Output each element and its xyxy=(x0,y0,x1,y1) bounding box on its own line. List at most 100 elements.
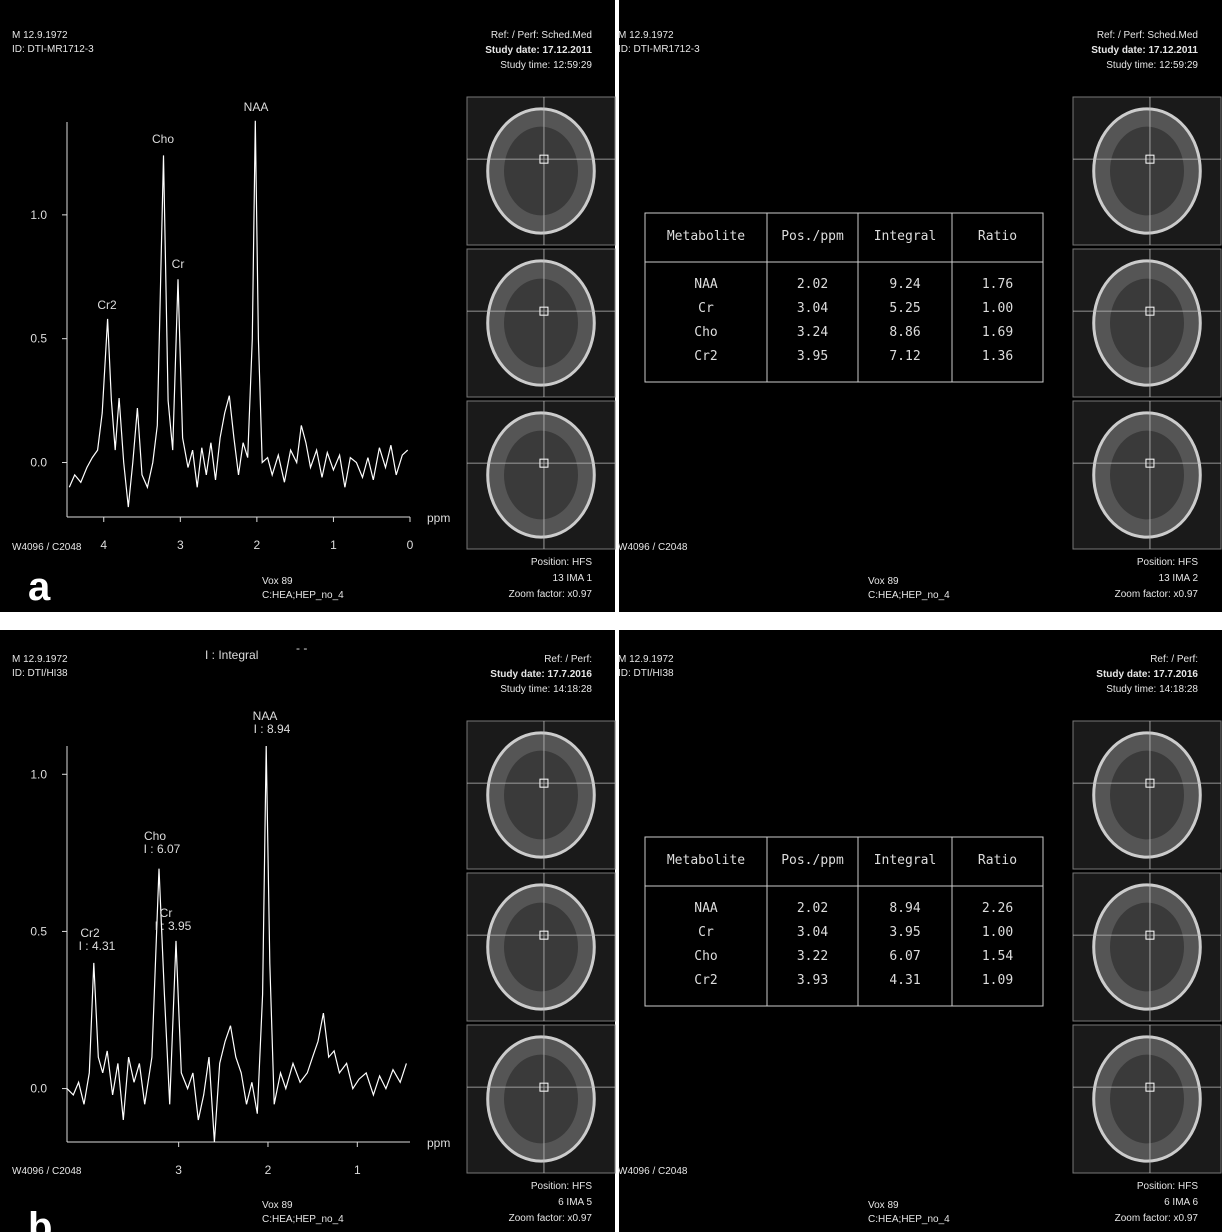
voxel-info: Vox 89 xyxy=(868,576,899,587)
table-cell: 4.31 xyxy=(889,973,920,988)
legend-note: I : Integral xyxy=(205,648,258,662)
table-cell: 5.25 xyxy=(889,301,920,316)
peak-label: Cr xyxy=(172,257,185,271)
table-cell: 3.04 xyxy=(797,301,828,316)
study-info: Study date: 17.12.2011 xyxy=(1091,45,1198,56)
x-tick-label: 2 xyxy=(265,1163,272,1177)
peak-label: Cr xyxy=(160,906,173,920)
table-cell: 6.07 xyxy=(889,949,920,964)
table-cell: 1.36 xyxy=(982,349,1013,364)
patient-info: M 12.9.1972 xyxy=(618,654,674,665)
screenshot: M 12.9.1972 ID: DTI-MR1712-3 Ref: / Perf: … xyxy=(0,0,1222,1232)
voxel-info: C:HEA;HEP_no_4 xyxy=(868,590,950,601)
peak-label: Cr2 xyxy=(97,298,117,312)
position-info: 13 IMA 1 xyxy=(553,573,593,584)
patient-info: M 12.9.1972 xyxy=(618,30,674,41)
voxel-info: Vox 89 xyxy=(868,1200,899,1211)
table-cell: 1.00 xyxy=(982,925,1013,940)
table-cell: 1.76 xyxy=(982,277,1013,292)
position-info: Zoom factor: x0.97 xyxy=(509,1213,593,1224)
mri-brain-inner xyxy=(1110,279,1184,368)
peak-label: Cho xyxy=(144,829,166,843)
voxel-info: C:HEA;HEP_no_4 xyxy=(262,1214,344,1225)
position-info: Position: HFS xyxy=(1137,1181,1198,1192)
mri-brain-inner xyxy=(504,279,578,368)
table-cell: 3.95 xyxy=(889,925,920,940)
peak-label: I : 3.95 xyxy=(155,919,192,933)
position-info: Position: HFS xyxy=(531,557,592,568)
y-tick-label: 1.0 xyxy=(30,208,47,222)
x-tick-label: 3 xyxy=(175,1163,182,1177)
y-tick-label: 0.5 xyxy=(30,924,47,938)
table-cell: NAA xyxy=(694,277,718,292)
study-info: Study time: 12:59:29 xyxy=(1106,60,1198,71)
table-cell: 3.24 xyxy=(797,325,828,340)
position-info: Zoom factor: x0.97 xyxy=(509,589,593,600)
peak-label: Cr2 xyxy=(80,926,100,940)
y-tick-label: 0.5 xyxy=(30,332,47,346)
voxel-info: Vox 89 xyxy=(262,576,293,587)
study-info: Study time: 12:59:29 xyxy=(500,60,592,71)
table-cell: NAA xyxy=(694,901,718,916)
x-axis-label: ppm xyxy=(427,1136,450,1150)
table-cell: 8.94 xyxy=(889,901,920,916)
peak-label: I : 8.94 xyxy=(254,722,291,736)
table-cell: 2.02 xyxy=(797,901,828,916)
table-header: Metabolite xyxy=(667,229,745,244)
mri-brain-inner xyxy=(504,751,578,840)
x-tick-label: 4 xyxy=(100,538,107,552)
table-cell: 3.04 xyxy=(797,925,828,940)
x-tick-label: 1 xyxy=(330,538,337,552)
x-tick-label: 0 xyxy=(407,538,414,552)
x-tick-label: 2 xyxy=(254,538,261,552)
peak-label: I : 6.07 xyxy=(144,842,181,856)
voxel-info: C:HEA;HEP_no_4 xyxy=(868,1214,950,1225)
table-cell: 3.95 xyxy=(797,349,828,364)
mri-brain-inner xyxy=(504,1055,578,1144)
patient-info: ID: DTI-MR1712-3 xyxy=(12,44,94,55)
table-header: Integral xyxy=(874,853,937,868)
patient-info: ID: DTI/HI38 xyxy=(618,668,674,679)
mri-brain-inner xyxy=(504,127,578,216)
mri-brain-inner xyxy=(1110,903,1184,992)
x-tick-label: 1 xyxy=(354,1163,361,1177)
mri-brain-inner xyxy=(504,431,578,520)
study-info: Study time: 14:18:28 xyxy=(1106,684,1198,695)
y-tick-label: 0.0 xyxy=(30,456,47,470)
voxel-info: Vox 89 xyxy=(262,1200,293,1211)
peak-label: Cho xyxy=(152,132,174,146)
study-info: Ref: / Perf: xyxy=(544,654,592,665)
panel-label: b xyxy=(28,1205,52,1232)
table-cell: Cr2 xyxy=(694,349,717,364)
table-cell: 1.69 xyxy=(982,325,1013,340)
table-cell: Cr xyxy=(698,301,714,316)
table-cell: Cr xyxy=(698,925,714,940)
table-cell: 2.26 xyxy=(982,901,1013,916)
study-info: Study time: 14:18:28 xyxy=(500,684,592,695)
patient-info: ID: DTI/HI38 xyxy=(12,668,68,679)
patient-info: ID: DTI-MR1712-3 xyxy=(618,44,700,55)
table-cell: 7.12 xyxy=(889,349,920,364)
mri-brain-inner xyxy=(1110,127,1184,216)
table-cell: 1.54 xyxy=(982,949,1013,964)
position-info: Position: HFS xyxy=(531,1181,592,1192)
peak-label: I : 4.31 xyxy=(79,939,116,953)
table-cell: 3.93 xyxy=(797,973,828,988)
mri-brain-inner xyxy=(1110,431,1184,520)
peak-label: NAA xyxy=(253,709,278,723)
table-header: Ratio xyxy=(978,229,1017,244)
window-level: W4096 / C2048 xyxy=(12,542,82,553)
window-level: W4096 / C2048 xyxy=(618,1166,688,1177)
y-tick-label: 1.0 xyxy=(30,767,47,781)
study-info: Study date: 17.7.2016 xyxy=(1096,669,1198,680)
position-info: Zoom factor: x0.97 xyxy=(1115,1213,1199,1224)
position-info: Position: HFS xyxy=(1137,557,1198,568)
table-header: Metabolite xyxy=(667,853,745,868)
table-cell: 8.86 xyxy=(889,325,920,340)
study-info: Ref: / Perf: Sched.Med xyxy=(1097,30,1198,41)
peak-label: NAA xyxy=(244,100,269,114)
study-info: Study date: 17.7.2016 xyxy=(490,669,592,680)
table-header: Pos./ppm xyxy=(781,229,844,244)
table-header: Ratio xyxy=(978,853,1017,868)
patient-info: M 12.9.1972 xyxy=(12,654,68,665)
